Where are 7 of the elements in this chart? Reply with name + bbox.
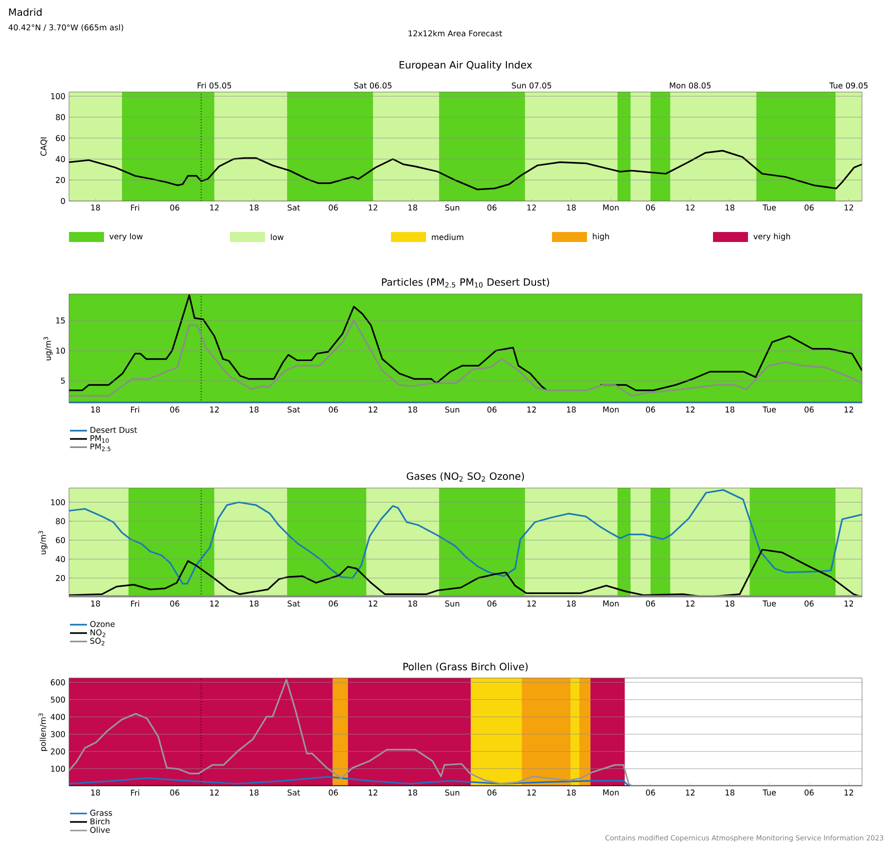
text: Madrid bbox=[9, 8, 42, 16]
chart-title: Particles (PM$_{2.5}$ PM$_{10}$ Desert Dust) bbox=[382, 278, 550, 288]
line-series bbox=[69, 489, 862, 585]
chart-title: European Air Quality Index bbox=[400, 60, 532, 71]
chart-title: Pollen (Grass Birch Olive) bbox=[404, 662, 528, 672]
line-series bbox=[69, 320, 862, 397]
chart-title: Gases (NO$_{2}$ SO$_{2}$ Ozone) bbox=[406, 472, 524, 482]
